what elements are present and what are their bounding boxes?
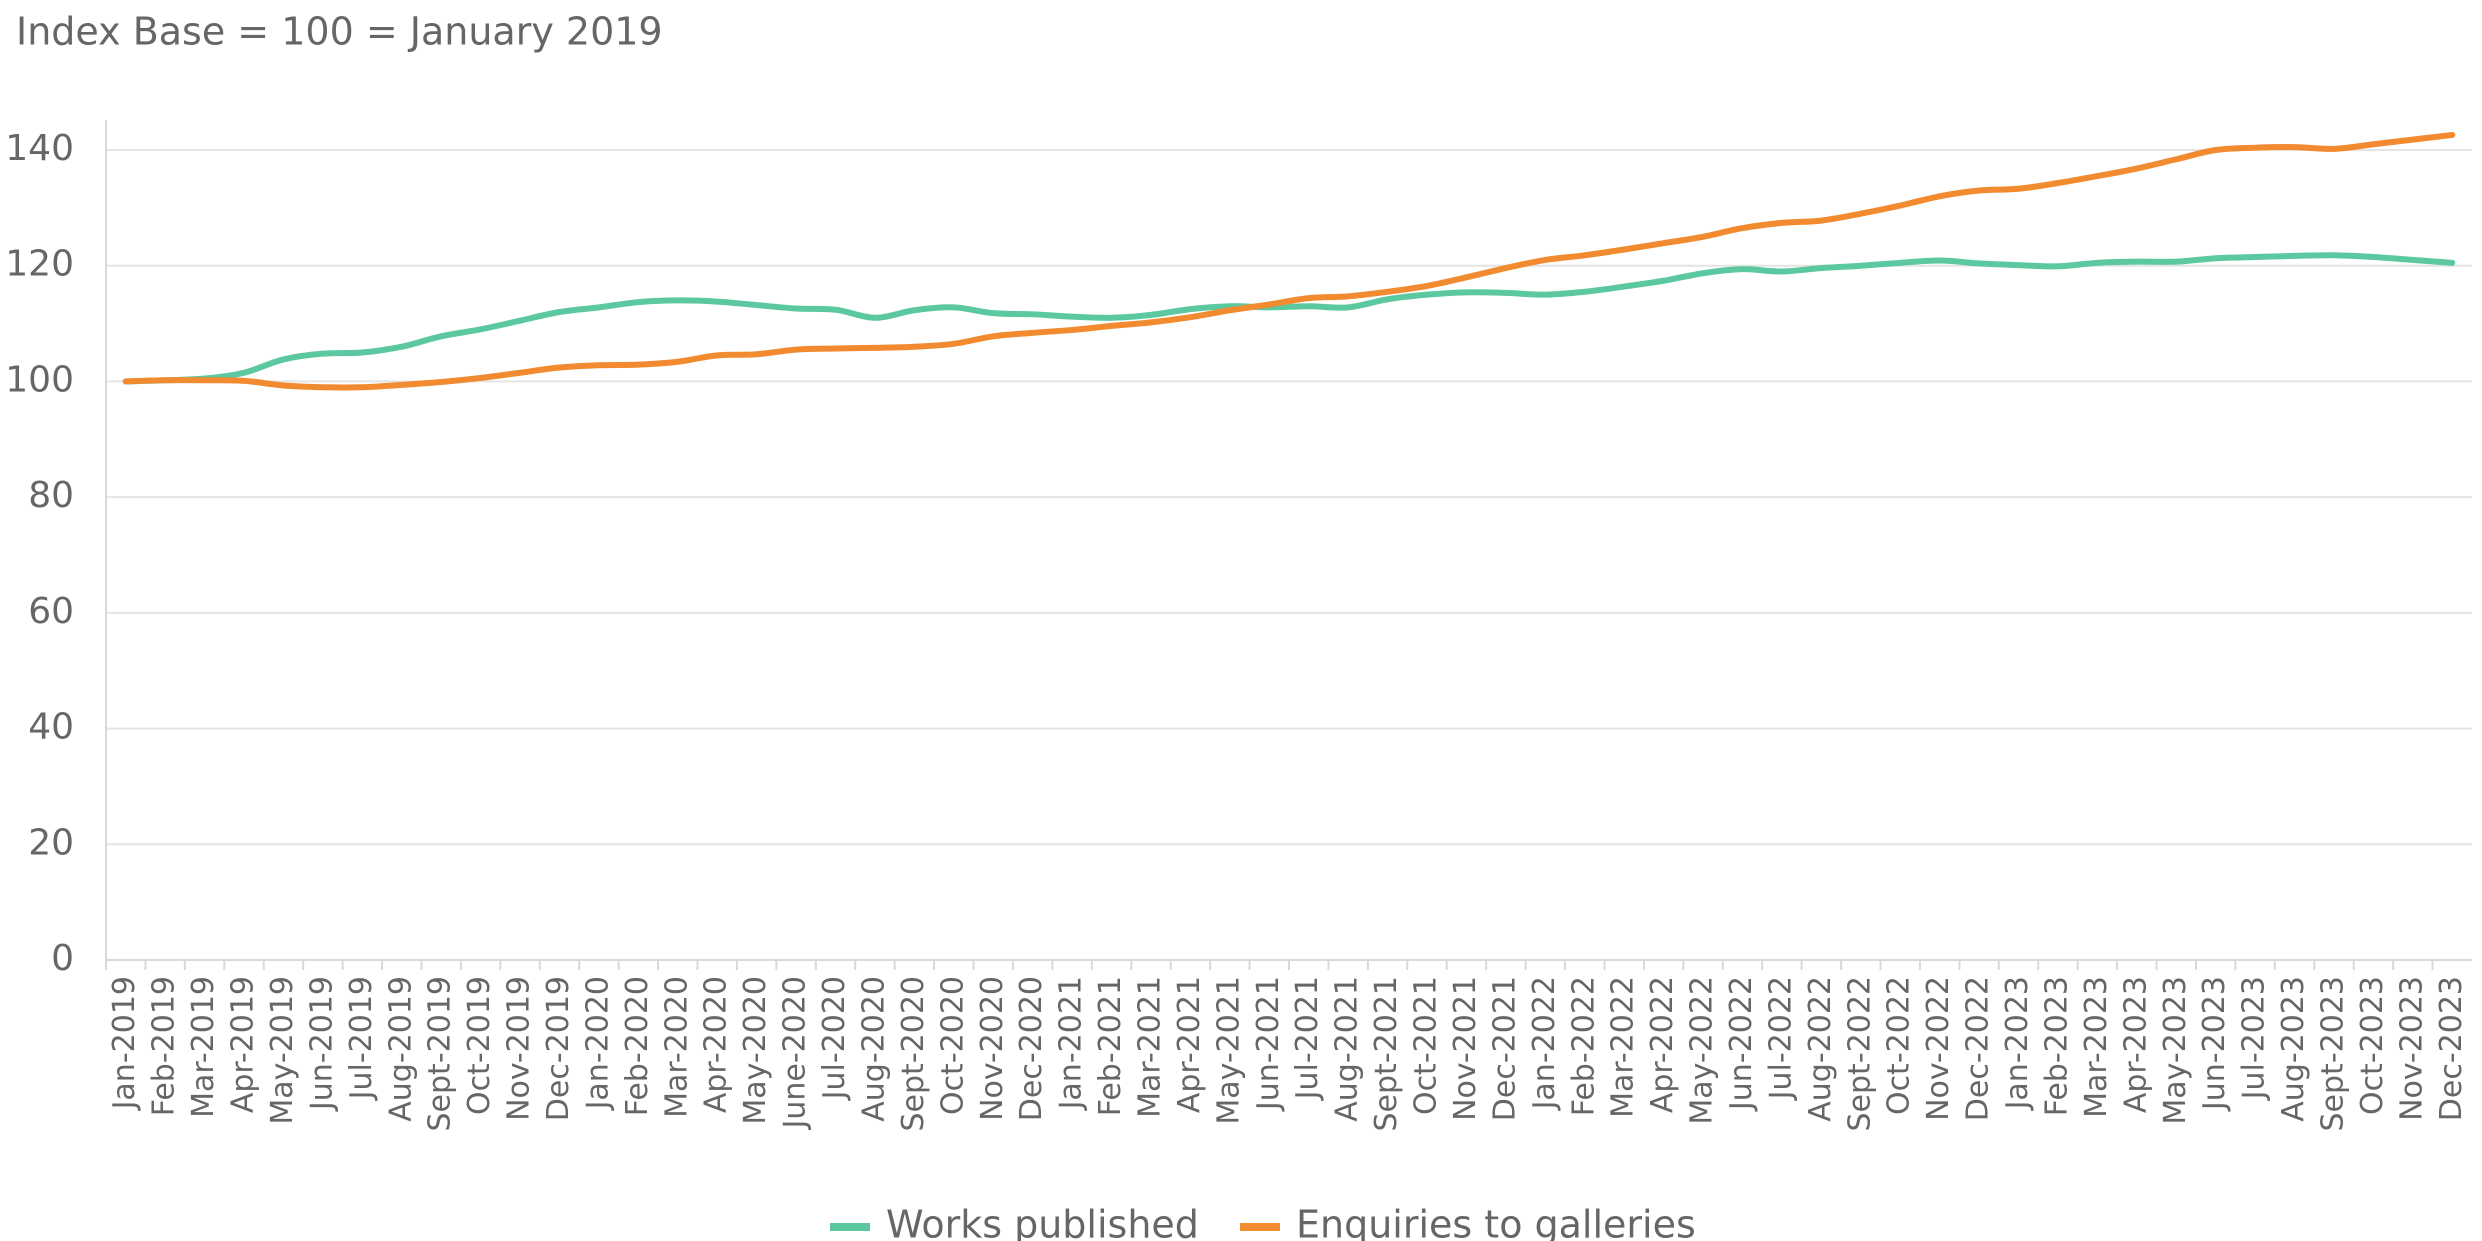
x-tick-label: Dec-2019 bbox=[541, 976, 576, 1121]
x-tick-label: Jan-2022 bbox=[1527, 976, 1562, 1111]
x-tick-label: May-2021 bbox=[1211, 976, 1246, 1125]
x-tick-label: Mar-2022 bbox=[1606, 976, 1641, 1118]
x-tick-label: Jun-2022 bbox=[1724, 976, 1759, 1112]
x-tick-label: Nov-2022 bbox=[1921, 976, 1956, 1121]
x-tick-label: Aug-2020 bbox=[856, 976, 891, 1122]
x-tick-label: Jul-2019 bbox=[344, 976, 379, 1101]
y-tick-label: 140 bbox=[5, 128, 74, 169]
x-tick-label: Dec-2021 bbox=[1487, 976, 1522, 1121]
x-tick-label: Aug-2023 bbox=[2276, 976, 2311, 1122]
x-tick-label: Jul-2020 bbox=[817, 976, 852, 1101]
legend-label: Works published bbox=[886, 1203, 1199, 1241]
x-tick-label: Oct-2019 bbox=[462, 976, 497, 1115]
series-line bbox=[122, 252, 2456, 385]
x-tick-label: Oct-2022 bbox=[1882, 976, 1917, 1115]
x-tick-label: Aug-2022 bbox=[1803, 976, 1838, 1122]
x-tick-label: Dec-2023 bbox=[2434, 976, 2469, 1121]
x-tick-label: Oct-2023 bbox=[2355, 976, 2390, 1115]
x-tick-label: Feb-2022 bbox=[1566, 976, 1601, 1116]
x-tick-label: Nov-2019 bbox=[502, 976, 537, 1121]
x-tick-label: May-2019 bbox=[265, 976, 300, 1125]
x-tick-label: Feb-2020 bbox=[620, 976, 655, 1116]
series-line bbox=[122, 131, 2456, 391]
x-tick-label: Nov-2020 bbox=[975, 976, 1010, 1121]
x-tick-label: Jun-2021 bbox=[1251, 976, 1286, 1112]
x-tick-label: Feb-2023 bbox=[2039, 976, 2074, 1116]
x-tick-label: Jul-2023 bbox=[2237, 976, 2272, 1101]
x-tick-label: Mar-2021 bbox=[1132, 976, 1167, 1118]
x-tick-label: Feb-2019 bbox=[147, 976, 182, 1116]
y-tick-label: 80 bbox=[28, 475, 74, 516]
x-tick-label: Dec-2020 bbox=[1014, 976, 1049, 1121]
x-tick-label: Sept-2022 bbox=[1842, 976, 1877, 1131]
x-tick-label: Sept-2020 bbox=[896, 976, 931, 1131]
x-tick-label: Aug-2019 bbox=[383, 976, 418, 1122]
x-tick-label: May-2023 bbox=[2158, 976, 2193, 1125]
x-tick-label: Apr-2021 bbox=[1172, 976, 1207, 1113]
x-tick-label: Nov-2021 bbox=[1448, 976, 1483, 1121]
x-tick-label: Jan-2020 bbox=[580, 976, 615, 1111]
x-tick-label: Sept-2023 bbox=[2315, 976, 2350, 1131]
x-tick-label: Jul-2021 bbox=[1290, 976, 1325, 1101]
legend-label: Enquiries to galleries bbox=[1296, 1203, 1696, 1241]
chart-title: Index Base = 100 = January 2019 bbox=[16, 10, 663, 54]
y-tick-label: 40 bbox=[28, 707, 74, 748]
x-tick-label: Jan-2019 bbox=[107, 976, 142, 1111]
y-tick-label: 120 bbox=[5, 244, 74, 285]
x-tick-label: Nov-2023 bbox=[2394, 976, 2429, 1121]
x-tick-label: Aug-2021 bbox=[1330, 976, 1365, 1122]
x-tick-label: Sept-2021 bbox=[1369, 976, 1404, 1131]
x-tick-label: Apr-2019 bbox=[226, 976, 261, 1113]
x-tick-label: Feb-2021 bbox=[1093, 976, 1128, 1116]
y-tick-label: 0 bbox=[51, 938, 74, 979]
x-tick-label: Mar-2020 bbox=[659, 976, 694, 1118]
x-tick-label: Jun-2023 bbox=[2197, 976, 2232, 1112]
y-tick-label: 20 bbox=[28, 822, 74, 863]
x-tick-label: Mar-2023 bbox=[2079, 976, 2114, 1118]
x-tick-label: Sept-2019 bbox=[423, 976, 458, 1131]
x-tick-label: Jun-2019 bbox=[304, 976, 339, 1112]
x-tick-label: Jan-2023 bbox=[2000, 976, 2035, 1111]
x-tick-label: Apr-2020 bbox=[699, 976, 734, 1113]
x-tick-label: Oct-2021 bbox=[1409, 976, 1444, 1115]
x-tick-label: May-2022 bbox=[1685, 976, 1720, 1125]
x-tick-label: Jul-2022 bbox=[1763, 976, 1798, 1101]
x-tick-label: Oct-2020 bbox=[935, 976, 970, 1115]
x-tick-label: Apr-2023 bbox=[2118, 976, 2153, 1113]
x-tick-label: Apr-2022 bbox=[1645, 976, 1680, 1113]
x-tick-label: May-2020 bbox=[738, 976, 773, 1125]
x-tick-label: Jan-2021 bbox=[1054, 976, 1089, 1111]
x-tick-label: Dec-2022 bbox=[1961, 976, 1996, 1121]
x-tick-label: June-2020 bbox=[778, 976, 813, 1131]
x-tick-label: Mar-2019 bbox=[186, 976, 221, 1118]
y-tick-label: 100 bbox=[5, 359, 74, 400]
y-tick-label: 60 bbox=[28, 591, 74, 632]
